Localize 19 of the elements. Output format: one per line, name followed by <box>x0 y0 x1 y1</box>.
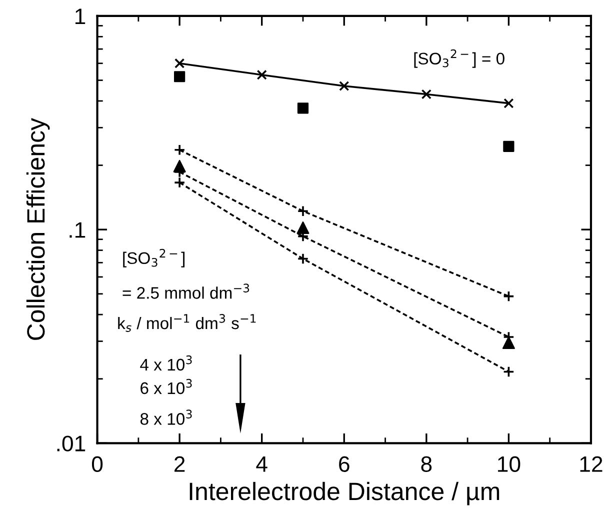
x-tick-label: 2 <box>174 456 185 472</box>
annotation: = 2.5 mmol dm$^{−3}$ <box>122 284 250 299</box>
x-tick-label: 4 <box>256 456 268 472</box>
annotation: [SO$_{3}$$^{2−}$] <box>123 248 185 268</box>
x-tick-label: 10 <box>498 456 520 472</box>
x-axis-title: Interelectrode Distance / µm <box>190 482 500 506</box>
y-tick-label: 1 <box>76 8 86 24</box>
x-tick-label: 6 <box>339 456 350 472</box>
y-tick-label: .1 <box>70 222 86 238</box>
x-tick-label: 8 <box>421 456 432 472</box>
x-tick-label: 12 <box>580 456 602 472</box>
annotation: 4 x 10$^{3}$ <box>140 355 192 371</box>
annotation: 8 x 10$^{3}$ <box>140 410 192 425</box>
annotation: 6 x 10$^{3}$ <box>140 378 192 394</box>
annotation: [SO$_{3}$$^{2−}$] = 0 <box>414 49 504 68</box>
y-tick-label: .01 <box>57 436 86 452</box>
annotation: k$_{s}$ / mol$^{−1}$ dm$^{3}$ s$^{−1}$ <box>118 314 256 332</box>
y-axis-title: Collection Efficiency <box>26 118 50 340</box>
x-tick-label: 0 <box>92 456 103 472</box>
